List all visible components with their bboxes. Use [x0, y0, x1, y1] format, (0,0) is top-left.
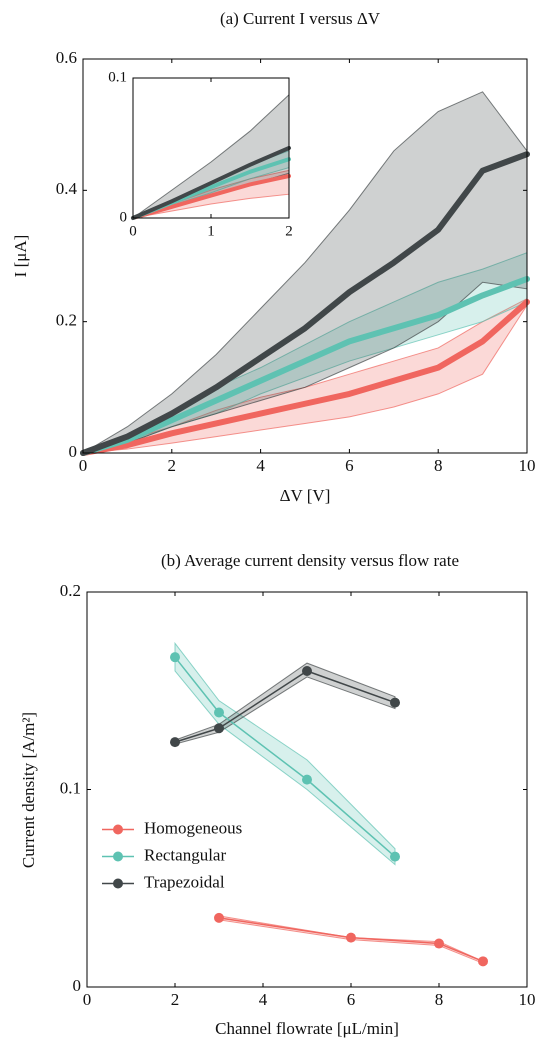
y-tick-label: 0.6	[56, 48, 77, 67]
y-tick-label: 0.2	[56, 311, 77, 330]
x-tick-label: 4	[256, 456, 265, 475]
y-tick-label: 0.1	[108, 69, 127, 85]
data-point	[214, 912, 224, 923]
y-tick-label: 0.1	[60, 778, 81, 797]
data-point	[214, 723, 224, 734]
series-line	[80, 275, 530, 456]
data-point	[390, 697, 400, 708]
series-line	[174, 670, 396, 743]
data-point	[170, 737, 180, 748]
x-axis-label: ΔV [V]	[280, 486, 331, 505]
legend-label: Homogeneous	[144, 818, 242, 837]
x-tick-label: 0	[79, 456, 88, 475]
legend-marker	[113, 878, 123, 889]
legend-marker	[113, 824, 123, 835]
x-tick-label: 2	[168, 456, 177, 475]
y-axis-label: I [μA]	[11, 235, 30, 278]
x-tick-label: 10	[519, 456, 536, 475]
x-axis-label: Channel flowrate [μL/min]	[215, 1019, 399, 1038]
legend-label: Rectangular	[144, 845, 226, 864]
axes-frame	[82, 58, 528, 454]
x-tick-label: 10	[519, 990, 536, 1009]
x-tick-label: 2	[285, 223, 293, 239]
data-point	[346, 932, 356, 943]
chart-title: (b) Average current density versus flow …	[161, 551, 459, 570]
x-tick-label: 2	[171, 990, 180, 1009]
y-tick-label: 0	[69, 442, 78, 461]
series-line	[131, 174, 291, 220]
data-point	[214, 707, 224, 718]
series-line	[80, 151, 530, 456]
chart-title: (a) Current I versus ΔV	[220, 9, 381, 28]
x-tick-label: 8	[435, 990, 444, 1009]
y-tick-label: 0.2	[60, 581, 81, 600]
y-tick-label: 0.4	[56, 179, 78, 198]
legend-label: Trapezoidal	[144, 872, 225, 891]
data-point	[434, 938, 444, 949]
data-point	[302, 774, 312, 785]
data-point	[390, 851, 400, 862]
series-line	[131, 146, 291, 220]
series-line	[174, 656, 396, 858]
y-tick-label: 0	[73, 976, 82, 995]
series-line	[218, 917, 484, 963]
y-tick-label: 0	[120, 209, 128, 225]
x-tick-label: 8	[434, 456, 443, 475]
legend-marker	[113, 851, 123, 862]
data-point	[170, 652, 180, 663]
series-line	[80, 298, 530, 456]
x-tick-label: 0	[83, 990, 92, 1009]
data-point	[478, 956, 488, 967]
x-tick-label: 1	[207, 223, 215, 239]
y-axis-label: Current density [A/m²]	[19, 712, 38, 868]
x-tick-label: 0	[129, 223, 137, 239]
data-point	[302, 666, 312, 676]
x-tick-label: 6	[345, 456, 354, 475]
x-tick-label: 6	[347, 990, 356, 1009]
x-tick-label: 4	[259, 990, 268, 1009]
